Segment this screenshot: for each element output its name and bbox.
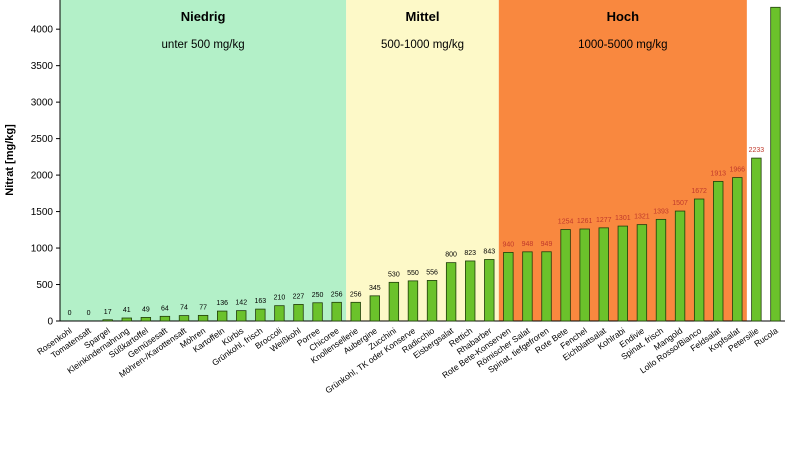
zone-low-background: [60, 0, 347, 321]
bar: [770, 6, 781, 322]
value-label: 550: [407, 270, 419, 277]
bar: [255, 308, 266, 322]
bar: [274, 305, 285, 322]
bar: [560, 229, 571, 322]
bar: [693, 198, 705, 322]
bar: [217, 310, 228, 322]
bar: [197, 314, 209, 322]
value-label: 77: [199, 304, 207, 311]
value-label: 556: [426, 269, 438, 276]
value-label: 74: [180, 305, 188, 312]
value-label: 530: [388, 271, 400, 278]
bar: [369, 295, 380, 322]
value-label: 17: [104, 309, 112, 316]
value-label: 0: [68, 310, 72, 317]
value-label: 210: [274, 295, 286, 302]
value-label: 948: [522, 241, 534, 248]
bar: [445, 262, 457, 322]
bar: [236, 310, 247, 322]
value-label: 1277: [596, 217, 612, 224]
value-label: 1913: [710, 170, 726, 177]
y-axis-label: Nitrat [mg/kg]: [4, 124, 16, 196]
bar: [178, 315, 190, 322]
bar: [713, 181, 724, 322]
bar: [541, 251, 552, 322]
bar: [674, 210, 686, 322]
bar: [121, 317, 132, 322]
value-label: 250: [312, 292, 324, 299]
value-label: 1301: [615, 215, 631, 222]
value-label: 800: [445, 252, 457, 259]
zone-high-subtitle: 1000-5000 mg/kg: [578, 39, 668, 51]
y-tick-label: 500: [36, 280, 53, 291]
bar: [484, 259, 495, 322]
y-tick-label: 0: [47, 317, 53, 328]
zone-labels: Niedrig unter 500 mg/kg Mittel 500-1000 mg/…: [162, 9, 668, 51]
y-tick-label: 2500: [31, 134, 54, 145]
value-label: 163: [254, 298, 266, 305]
bar: [579, 228, 590, 322]
value-label: 1672: [691, 188, 707, 195]
value-label: 227: [293, 293, 305, 300]
value-label: 142: [235, 300, 247, 307]
zone-backgrounds: [60, 0, 747, 321]
value-label: 256: [350, 291, 362, 298]
value-label: 1507: [672, 200, 688, 207]
bar: [465, 260, 476, 322]
value-label: 136: [216, 300, 228, 307]
value-label: 823: [464, 250, 476, 257]
bar: [636, 224, 648, 322]
value-label: 949: [541, 241, 553, 248]
y-tick-label: 4000: [31, 25, 54, 36]
y-tick-label: 3500: [31, 61, 54, 72]
value-label: 345: [369, 285, 381, 292]
value-label: 0: [87, 310, 91, 317]
value-label: 1321: [634, 214, 650, 221]
bar: [617, 225, 628, 322]
y-tick-label: 1500: [31, 207, 54, 218]
bar: [140, 317, 152, 322]
bar: [102, 319, 113, 322]
y-tick-label: 3000: [31, 98, 54, 109]
bar: [598, 227, 609, 322]
zone-low-subtitle: unter 500 mg/kg: [162, 39, 245, 51]
category-labels: RosenkohlTomatensaftSpargelKleinkinderna…: [35, 325, 780, 395]
bar: [312, 302, 323, 322]
bar: [407, 280, 419, 322]
value-labels: 0 0 17 41 49 64 74 77 136 142 163 210 227 250 256 256 34…: [68, 147, 765, 317]
value-label: 843: [483, 248, 495, 255]
value-label: 41: [123, 307, 131, 314]
value-label: 1393: [653, 208, 669, 215]
value-label: 49: [142, 306, 150, 313]
zone-high-title: Hoch: [607, 9, 640, 24]
bar: [522, 251, 533, 322]
value-label: 1254: [558, 219, 574, 226]
value-label: 64: [161, 305, 169, 312]
zone-mid-title: Mittel: [406, 9, 440, 24]
bar: [503, 252, 514, 322]
bar: [732, 177, 743, 322]
y-tick-label: 2000: [31, 171, 54, 182]
bar: [350, 301, 361, 322]
bar: [331, 301, 342, 322]
bar: [426, 280, 438, 322]
value-label: 256: [331, 291, 343, 298]
bar: [751, 157, 762, 322]
value-label: 1261: [577, 218, 593, 225]
bar: [655, 218, 667, 322]
value-label: 2233: [749, 147, 765, 154]
y-tick-label: 1000: [31, 244, 54, 255]
bar: [388, 281, 400, 322]
value-label: 940: [503, 241, 515, 248]
zone-mid-subtitle: 500-1000 mg/kg: [381, 39, 464, 51]
bar: [293, 304, 304, 322]
bar: [159, 315, 171, 322]
zone-low-title: Niedrig: [181, 9, 226, 24]
value-label: 1966: [730, 167, 746, 174]
bars: [102, 6, 781, 322]
